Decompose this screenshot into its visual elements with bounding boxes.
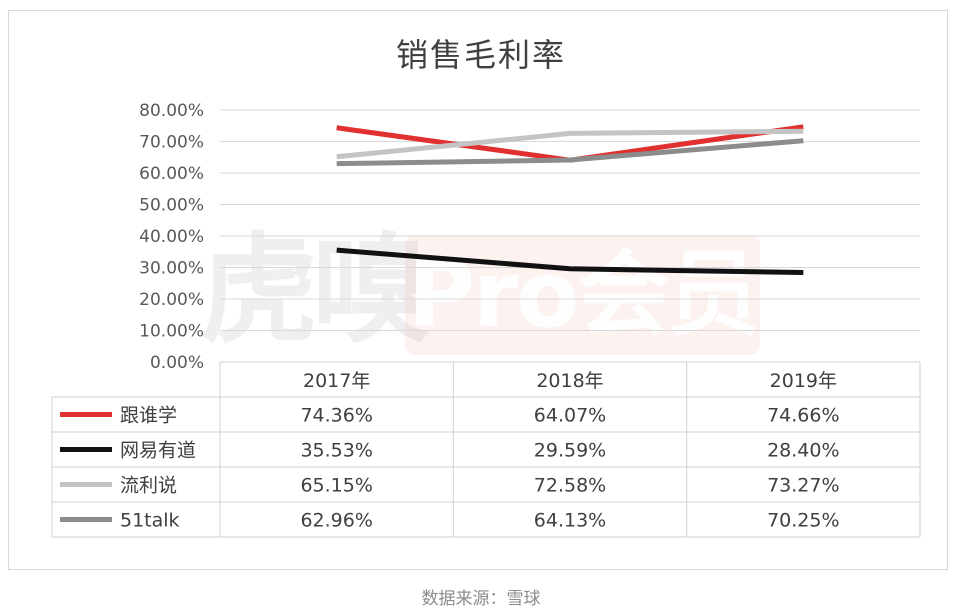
series-line-2 xyxy=(336,128,804,160)
series-line-1 xyxy=(336,247,804,276)
data-label: 64.13% xyxy=(534,510,606,532)
series-line-3 xyxy=(336,138,804,167)
y-tick-label: 60.00% xyxy=(139,164,204,184)
y-tick-label: 20.00% xyxy=(139,290,204,310)
chart-title: 销售毛利率 xyxy=(395,36,566,74)
y-tick-label: 30.00% xyxy=(139,259,204,279)
data-label: 62.96% xyxy=(300,510,372,532)
y-tick-label: 40.00% xyxy=(139,227,204,247)
series-lines xyxy=(336,124,804,276)
chart-frame xyxy=(8,10,948,570)
y-tick-label: 80.00% xyxy=(139,101,204,121)
x-tick-label: 2018年 xyxy=(536,370,603,392)
data-label: 73.27% xyxy=(767,475,839,497)
legend-label: 跟谁学 xyxy=(120,405,177,427)
gridlines xyxy=(220,109,920,331)
data-label: 29.59% xyxy=(534,440,606,462)
data-label: 35.53% xyxy=(300,440,372,462)
legend-label: 网易有道 xyxy=(120,440,196,462)
y-tick-label: 50.00% xyxy=(139,196,204,216)
data-label: 65.15% xyxy=(300,475,372,497)
data-label: 64.07% xyxy=(534,405,606,427)
data-label: 74.36% xyxy=(300,405,372,427)
x-tick-label: 2019年 xyxy=(770,370,837,392)
data-label: 70.25% xyxy=(767,510,839,532)
legend-label: 流利说 xyxy=(120,475,177,497)
data-label: 74.66% xyxy=(767,405,839,427)
data-source: 数据来源：雪球 xyxy=(421,589,541,609)
data-label: 28.40% xyxy=(767,440,839,462)
data-label: 72.58% xyxy=(534,475,606,497)
y-tick-label: 70.00% xyxy=(139,133,204,153)
legend-label: 51talk xyxy=(120,510,180,532)
x-tick-label: 2017年 xyxy=(303,370,370,392)
y-axis-ticks: 0.00% 10.00% 20.00% 30.00% 40.00% 50.00% 60.00… xyxy=(139,101,204,373)
y-tick-label: 0.00% xyxy=(150,353,204,373)
y-tick-label: 10.00% xyxy=(139,322,204,342)
